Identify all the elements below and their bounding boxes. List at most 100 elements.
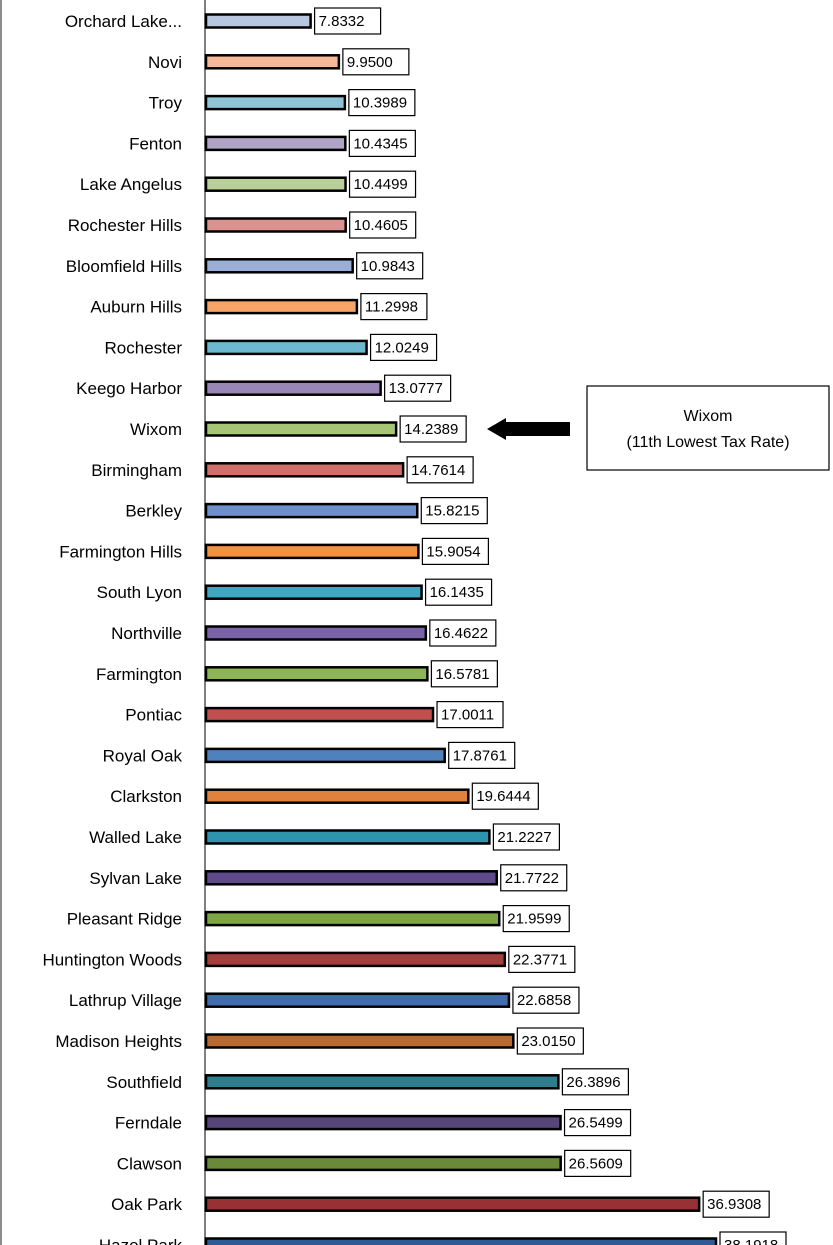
annotation-subtitle: (11th Lowest Tax Rate) [626, 434, 789, 451]
category-label: Sylvan Lake [89, 869, 182, 888]
value-label-box [508, 945, 576, 974]
bar [204, 1237, 718, 1245]
value-label: 16.1435 [430, 584, 484, 601]
bar [204, 543, 420, 560]
bar [204, 1114, 562, 1131]
bar [204, 625, 428, 641]
category-label: Lathrup Village [69, 991, 182, 1010]
value-label-box [356, 252, 424, 280]
category-label: Keego Harbor [76, 379, 182, 398]
category-label: Rochester [105, 338, 183, 357]
value-label: 10.4605 [354, 217, 408, 234]
value-label-box [421, 537, 489, 566]
bar [204, 992, 511, 1008]
bar [204, 502, 419, 519]
value-label: 15.8215 [425, 503, 479, 520]
value-label-box [516, 1027, 584, 1055]
value-label-box [719, 1231, 787, 1245]
bar [204, 706, 435, 723]
category-label: Southfield [106, 1073, 182, 1092]
bar [204, 870, 498, 886]
annotation-title: Wixom [684, 408, 733, 425]
bar [204, 910, 501, 927]
value-label: 16.5781 [435, 666, 489, 683]
category-label: Rochester Hills [68, 216, 182, 235]
value-label: 23.0150 [521, 1033, 575, 1050]
value-label-box [702, 1190, 770, 1218]
value-label: 14.7614 [411, 462, 465, 479]
value-label: 17.0011 [441, 707, 494, 724]
value-label: 26.5609 [569, 1155, 623, 1172]
bar [204, 339, 368, 356]
arrow-icon [487, 418, 570, 440]
value-label-box [436, 700, 504, 729]
value-label-box [369, 333, 438, 361]
value-label: 11.2998 [365, 299, 418, 316]
bar [204, 217, 347, 233]
value-label-box [424, 578, 493, 606]
value-label-box [492, 823, 561, 851]
category-label: Wixom [130, 420, 182, 439]
category-label: Huntington Woods [42, 950, 182, 969]
value-label: 26.5499 [569, 1115, 623, 1132]
value-label-box [406, 456, 474, 484]
category-label: Farmington [96, 665, 182, 684]
value-label: 22.3771 [513, 951, 567, 968]
category-label: Pleasant Ridge [67, 910, 182, 929]
value-label-box [430, 660, 498, 688]
value-label-box [360, 293, 428, 321]
value-label-box [342, 48, 410, 76]
value-label: 14.2389 [404, 421, 458, 438]
value-label-box [429, 619, 497, 647]
bar [204, 788, 470, 804]
category-label: Northville [111, 624, 182, 643]
bar [204, 54, 341, 70]
value-label-box [349, 211, 417, 239]
bar [204, 421, 398, 437]
value-label: 10.9843 [361, 258, 415, 275]
category-label: Bloomfield Hills [66, 257, 182, 276]
bars-group: Orchard Lake... 7.8332 Novi 9.9500 Troy 10.39… [42, 7, 787, 1245]
category-label: Ferndale [115, 1114, 182, 1133]
value-label: 21.2227 [497, 829, 551, 846]
value-label: 10.4499 [354, 176, 408, 193]
value-label: 26.3896 [566, 1074, 620, 1091]
bar [204, 135, 347, 152]
category-label: Oak Park [111, 1195, 182, 1214]
value-label: 10.4345 [353, 135, 407, 152]
value-label-box [500, 864, 568, 892]
bar [204, 1155, 562, 1172]
value-label-box [399, 415, 467, 443]
value-label: 15.9054 [426, 543, 480, 560]
value-label-box [512, 986, 580, 1014]
bar [204, 829, 491, 845]
wixom-annotation: Wixom (11th Lowest Tax Rate) [487, 385, 830, 471]
value-label-box [420, 497, 488, 525]
value-label: 22.6858 [517, 992, 571, 1009]
bar [204, 1033, 515, 1049]
bar [204, 1074, 560, 1090]
bar [204, 176, 347, 192]
category-label: Madison Heights [55, 1032, 182, 1051]
value-label: 19.6444 [476, 788, 530, 805]
category-label: Farmington Hills [59, 542, 182, 561]
bar [204, 13, 312, 29]
category-label: Walled Lake [89, 828, 182, 847]
value-label-box [348, 129, 416, 157]
value-label: 12.0249 [375, 339, 429, 356]
value-label: 13.0777 [389, 380, 443, 397]
category-label: Royal Oak [103, 746, 183, 765]
bar [204, 258, 354, 274]
category-label: Clawson [117, 1154, 182, 1173]
value-label: 21.9599 [507, 911, 561, 928]
category-label: Berkley [125, 502, 182, 521]
bar [204, 94, 347, 111]
value-label-box [561, 1068, 629, 1096]
bar [204, 747, 446, 764]
bar [204, 298, 359, 315]
value-label-box [314, 7, 382, 35]
value-label-box [384, 374, 452, 402]
category-label: Troy [149, 94, 183, 113]
bar [204, 462, 405, 478]
